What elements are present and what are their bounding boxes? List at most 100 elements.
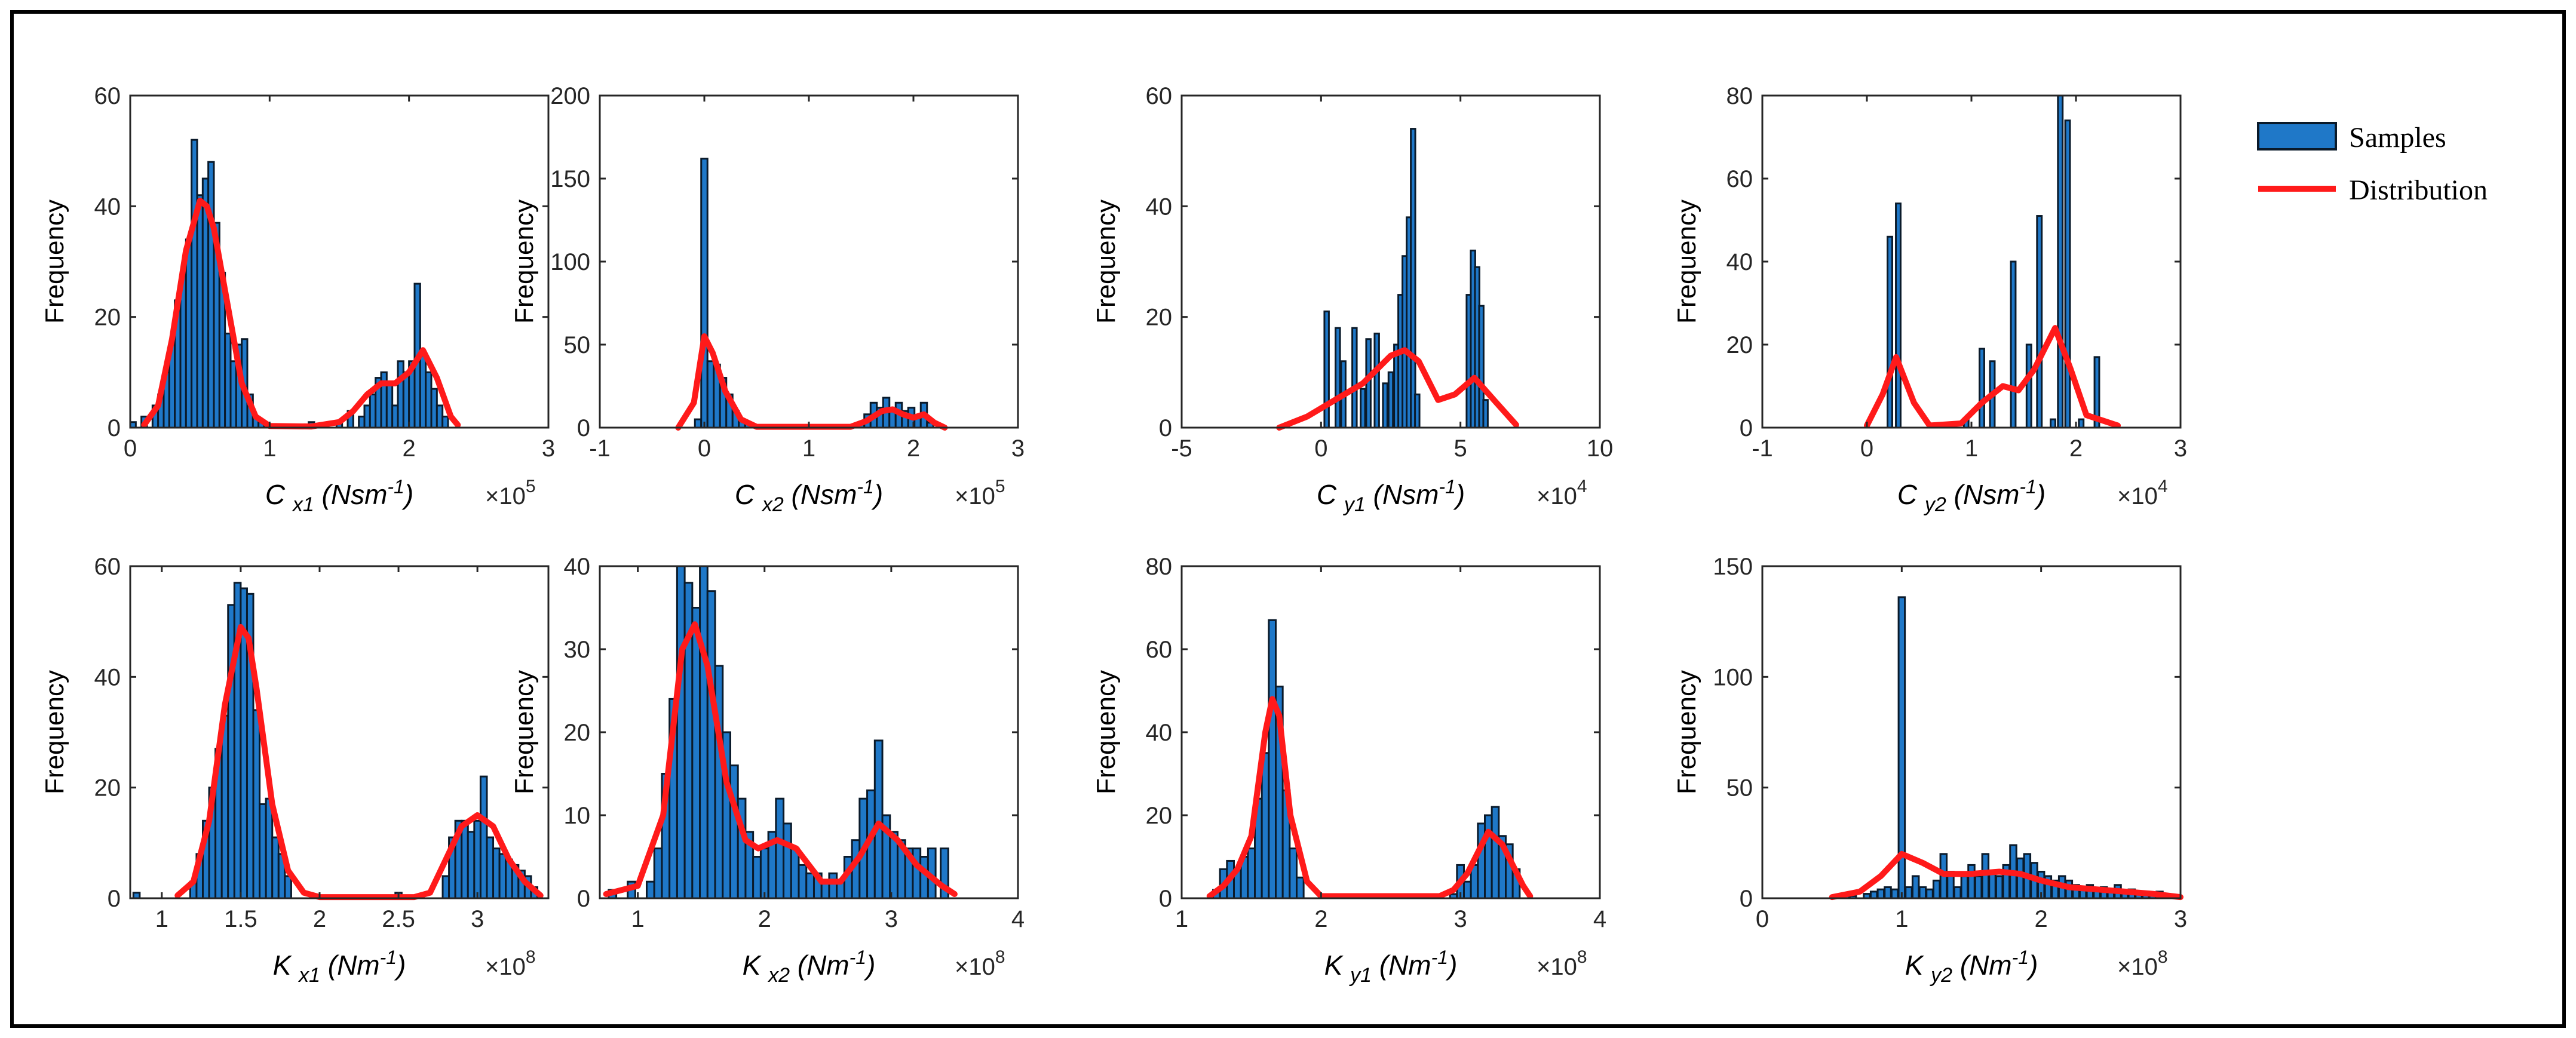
histogram-bar (1323, 310, 1330, 429)
panel-cx1: 0 1 2 3 0 20 40 60 Frequency C x1 (Nsm-1) ×105 (40, 83, 555, 516)
y-axis-label: Frequency (1672, 199, 1701, 324)
x-label-unit: (Nsm (1366, 479, 1439, 510)
x-tick-label: 2 (2069, 435, 2083, 462)
histogram-bar (1373, 332, 1380, 429)
x-axis-label: K y2 (Nm-1) (1905, 947, 2038, 987)
y-tick-label: 0 (1159, 415, 1172, 441)
axis-multiplier: ×104 (1537, 477, 1587, 509)
axis-multiplier: ×108 (2117, 947, 2168, 980)
axis-multiplier-base: ×10 (1537, 954, 1577, 980)
histogram-bar (1296, 876, 1305, 899)
y-tick-label: 20 (94, 305, 121, 331)
axis-multiplier-base: ×10 (485, 954, 526, 980)
axis-multiplier-exponent: 8 (995, 947, 1005, 967)
histogram-bar (479, 775, 488, 899)
histogram-bar (265, 797, 274, 899)
x-label-unit: (Nm (1952, 950, 2012, 981)
histogram-bar (1247, 847, 1256, 899)
x-label-close: ) (2034, 479, 2046, 510)
histogram-bar (1351, 327, 1358, 429)
x-tick-label: 2 (2035, 906, 2048, 932)
y-tick-label: 200 (550, 83, 590, 109)
x-label-subscript: x1 (292, 493, 314, 516)
x-label-unit: (Nsm (314, 479, 388, 510)
histogram-bar (805, 872, 815, 899)
histogram-bar (2064, 119, 2071, 429)
axes-box (1761, 565, 2182, 899)
y-axis-label: Frequency (40, 199, 69, 324)
x-label-symbol: K (743, 950, 768, 981)
histogram-bar (461, 819, 469, 899)
histogram-bar (1895, 202, 1902, 429)
histogram-bar (653, 847, 663, 899)
x-label-superscript: -1 (387, 476, 404, 497)
histogram-bar (1869, 890, 1878, 899)
legend-distribution-label: Distribution (2349, 174, 2488, 206)
histogram-bar (259, 803, 267, 899)
x-tick-label: 0 (124, 435, 137, 462)
y-tick-label: 20 (1726, 332, 1753, 358)
y-axis-label: Frequency (1672, 670, 1701, 794)
y-tick-label: 60 (1146, 637, 1173, 663)
x-axis-label: K x1 (Nm-1) (273, 947, 406, 987)
histogram-bar (1484, 814, 1493, 899)
y-tick-label: 150 (550, 166, 590, 192)
y-tick-label: 20 (1146, 803, 1173, 829)
x-tick-label: 3 (471, 906, 484, 932)
y-tick-label: 100 (1713, 664, 1753, 690)
x-label-close: ) (863, 950, 875, 981)
distribution-curve (1276, 347, 1519, 431)
x-label-symbol: C (1317, 479, 1344, 510)
histogram-bar (1981, 853, 1990, 899)
x-label-close: ) (394, 950, 406, 981)
histogram-bar (1410, 128, 1416, 429)
histogram-bar (492, 847, 501, 899)
histogram-bar (1876, 888, 1885, 899)
x-tick-label: 2 (313, 906, 326, 932)
y-axis-label: Frequency (510, 199, 539, 324)
y-tick-label: 60 (1726, 166, 1753, 192)
axis-multiplier-exponent: 5 (995, 477, 1005, 496)
panel-kx1: 1 1.5 2 2.5 3 0 20 40 60 Frequency K x1 (Nm-1) ×108 (40, 554, 550, 987)
y-tick-label: 0 (108, 415, 121, 441)
axis-multiplier: ×105 (955, 477, 1005, 509)
histogram-bar (1491, 806, 1500, 899)
x-tick-label: 1.5 (224, 906, 257, 932)
histogram-bar (1890, 888, 1899, 899)
x-label-unit: (Nm (1372, 950, 1431, 981)
axis-multiplier-base: ×10 (485, 483, 526, 509)
histogram-bar (783, 822, 792, 899)
histogram-bar (1261, 752, 1270, 899)
distribution-curve (603, 621, 958, 897)
y-tick-label: 10 (564, 803, 591, 829)
x-tick-label: 3 (885, 906, 898, 932)
histogram-bar (1414, 393, 1421, 429)
x-tick-label: 1 (1895, 906, 1908, 932)
axis-multiplier-exponent: 8 (1577, 947, 1587, 967)
axis-multiplier-exponent: 8 (2158, 947, 2168, 967)
histogram-bar (706, 360, 715, 429)
x-axis-label: K x2 (Nm-1) (743, 947, 876, 987)
x-label-close: ) (1453, 479, 1465, 510)
y-tick-label: 40 (564, 554, 591, 580)
axis-multiplier-exponent: 4 (1577, 477, 1587, 496)
x-tick-label: 3 (2174, 435, 2187, 462)
x-tick-label: 10 (1587, 435, 1614, 462)
x-label-superscript: -1 (380, 947, 397, 968)
histogram-bar (1905, 886, 1913, 899)
axes-box (1180, 94, 1601, 429)
histogram-bar (752, 856, 762, 899)
axis-multiplier-base: ×10 (955, 954, 995, 980)
x-tick-label: 2 (403, 435, 416, 462)
histogram-bar (919, 856, 929, 899)
histogram-bar (759, 847, 769, 899)
x-tick-label: 4 (1011, 906, 1025, 932)
y-tick-label: 40 (94, 664, 121, 690)
x-tick-label: -1 (589, 435, 611, 462)
